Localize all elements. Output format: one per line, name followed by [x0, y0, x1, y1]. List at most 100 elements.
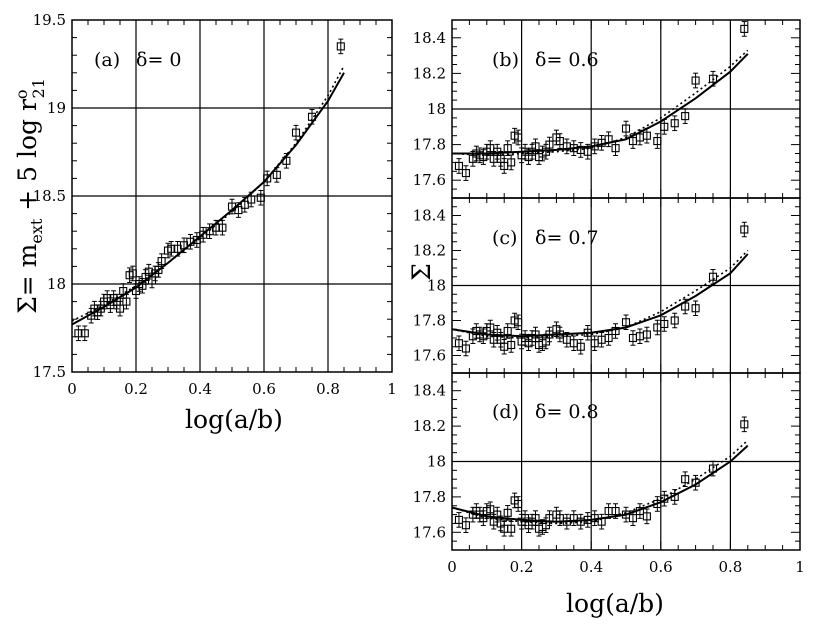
x-tick-label: 0.4: [188, 380, 212, 398]
data-point: [291, 128, 301, 137]
fit-solid-line: [451, 253, 749, 338]
panel-label: (b): [492, 49, 519, 71]
plot-frame: [451, 372, 801, 551]
data-point: [660, 319, 669, 329]
panel-a: 17.5 18 18.5 19 19.5 0 0.2 0.4 0.6 0.8 1 (a) δ= 0: [33, 11, 397, 398]
data-point: [708, 464, 718, 473]
y-tick-label: 17.6: [413, 171, 446, 189]
data-point: [531, 142, 540, 151]
data-point: [691, 76, 700, 85]
data-point: [144, 267, 153, 276]
data-point: [660, 494, 669, 503]
x-tick-label: 0.6: [252, 380, 276, 398]
data-point: [507, 340, 516, 350]
data-point: [336, 42, 345, 51]
data-point: [507, 158, 516, 167]
data-point: [681, 475, 690, 484]
data-point: [531, 514, 540, 523]
panel-d: 17.6 17.8 18 18.2 18.4 0 0.2 0.4 0.6 0.8 1 (d) δ= 0.…: [413, 372, 805, 576]
x-tick-label: 0.8: [316, 380, 340, 398]
x-tick-label: 1: [795, 558, 805, 576]
data-point: [660, 122, 669, 131]
data-point: [604, 135, 613, 144]
data-point: [119, 286, 128, 296]
x-tick-label: 0.8: [718, 558, 742, 576]
data-point: [454, 515, 464, 524]
data-point: [503, 144, 512, 153]
data-point: [611, 144, 620, 153]
panel-label: (d): [492, 401, 519, 423]
data-point: [670, 119, 679, 128]
y-tick-label: 18.2: [413, 64, 446, 82]
data-point: [691, 304, 700, 313]
x-tick-label: 0: [67, 380, 77, 398]
data-point: [555, 136, 564, 146]
y-tick-label: 17.8: [413, 312, 446, 330]
y-tick-label: 19: [47, 99, 66, 117]
data-point: [635, 507, 644, 516]
data-point: [192, 235, 201, 245]
data-point: [628, 514, 638, 523]
data-point: [122, 297, 131, 306]
y-tick-label: 18: [427, 453, 446, 471]
data-point: [642, 330, 651, 339]
y-tick-label: 18: [47, 275, 66, 293]
data-point: [514, 499, 523, 509]
y-tick-label: 18: [427, 100, 446, 118]
y-tick-label: 18.4: [413, 29, 446, 47]
data-point: [454, 339, 464, 348]
data-point: [507, 524, 516, 533]
data-point: [157, 257, 166, 266]
data-point: [211, 223, 221, 232]
y-tick-label: 18.4: [413, 207, 446, 225]
data-point: [138, 281, 147, 290]
x-tick-label: 0.2: [510, 558, 534, 576]
data-point: [583, 147, 592, 156]
data-point: [545, 330, 554, 339]
data-point: [531, 330, 540, 339]
data-point: [503, 508, 512, 517]
data-point: [740, 225, 749, 234]
data-point: [154, 265, 163, 274]
data-point: [307, 112, 317, 121]
y-tick-label: 17.5: [33, 363, 66, 381]
data-point: [272, 170, 281, 179]
data-point: [247, 195, 256, 204]
data-point: [555, 330, 564, 339]
fit-solid-line: [71, 72, 345, 326]
data-point: [597, 517, 606, 526]
panel-label: (a): [94, 49, 120, 71]
delta-label: δ= 0.7: [535, 227, 599, 249]
fit-dotted-line: [71, 65, 345, 322]
y-tick-label: 18.5: [33, 187, 66, 205]
data-point: [642, 512, 651, 521]
data-point: [80, 329, 89, 338]
y-tick-label: 18.2: [413, 242, 446, 260]
data-point: [653, 136, 662, 146]
y-tick-label: 17.6: [413, 523, 446, 541]
data-point: [621, 318, 631, 327]
fit-solid-line: [451, 444, 749, 523]
data-point: [218, 223, 227, 232]
data-point: [493, 510, 502, 519]
y-tick-label: 17.6: [413, 347, 446, 365]
data-point: [621, 124, 631, 133]
data-point: [611, 326, 620, 336]
data-point: [74, 329, 83, 338]
x-axis-label-d: log(a/b): [566, 589, 664, 618]
data-point: [461, 169, 470, 178]
data-point: [708, 74, 718, 83]
panel-c: 17.6 17.8 18 18.2 18.4 (c) δ= 0.7: [413, 197, 801, 374]
data-point: [454, 161, 464, 171]
y-tick-label: 18.2: [413, 417, 446, 435]
delta-label: δ= 0.6: [535, 49, 599, 71]
data-point: [545, 140, 554, 149]
data-point: [486, 323, 495, 332]
data-point: [256, 193, 265, 202]
x-tick-label: 0.2: [124, 380, 148, 398]
data-point: [461, 521, 470, 530]
data-point: [740, 420, 749, 429]
data-point: [263, 174, 272, 183]
data-point: [583, 328, 592, 337]
